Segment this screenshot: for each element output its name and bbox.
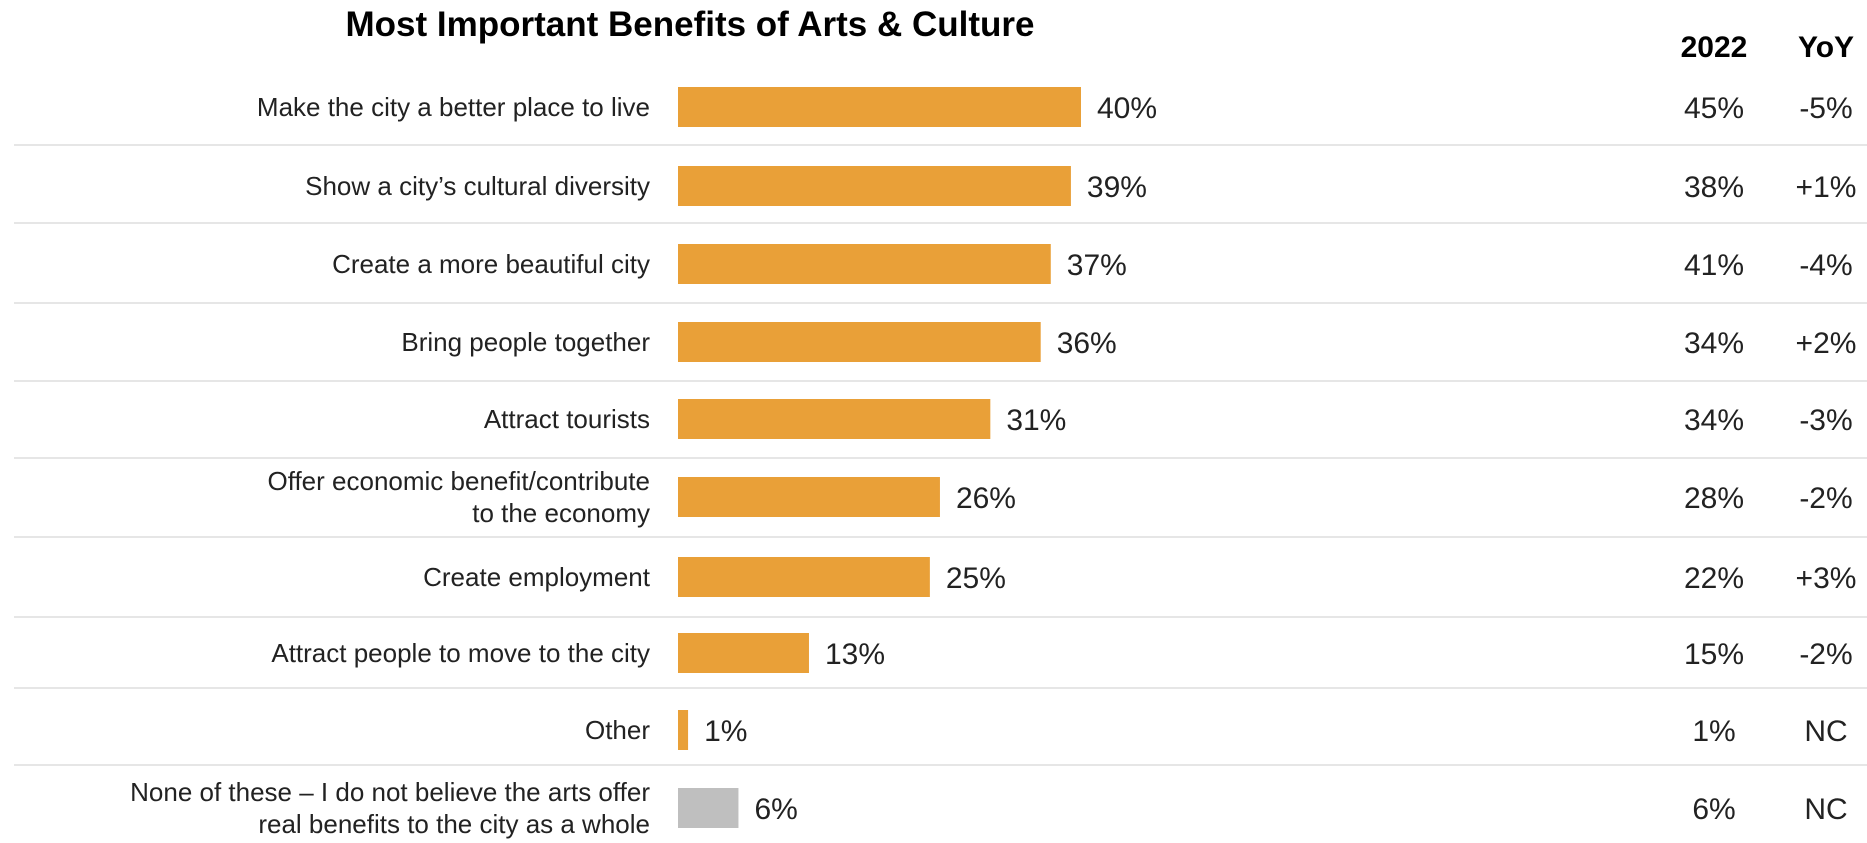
prior-year-value: 6% — [1692, 793, 1735, 826]
prior-year-value: 1% — [1692, 715, 1735, 748]
prior-year-value: 34% — [1684, 327, 1744, 360]
category-label: None of these – I do not believe the art… — [130, 777, 650, 807]
bar — [678, 557, 930, 597]
bar — [678, 87, 1081, 127]
prior-year-value: 41% — [1684, 249, 1744, 282]
chart-rows: Make the city a better place to live 40% 4… — [14, 87, 1867, 839]
bar-value-label: 37% — [1067, 249, 1127, 282]
bar-value-label: 25% — [946, 562, 1006, 595]
yoy-change: -5% — [1799, 92, 1852, 125]
category-label: Show a city’s cultural diversity — [305, 171, 650, 201]
yoy-change: NC — [1804, 793, 1847, 826]
yoy-change: -3% — [1799, 404, 1852, 437]
yoy-change: -4% — [1799, 249, 1852, 282]
bar-value-label: 13% — [825, 638, 885, 671]
chart-title: Most Important Benefits of Arts & Cultur… — [346, 5, 1035, 44]
bar-value-label: 31% — [1006, 404, 1066, 437]
bar — [678, 244, 1051, 284]
yoy-change: +1% — [1796, 171, 1857, 204]
yoy-change: -2% — [1799, 638, 1852, 671]
prior-year-value: 15% — [1684, 638, 1744, 671]
prior-year-value: 22% — [1684, 562, 1744, 595]
column-header-change: YoY — [1798, 31, 1854, 64]
bar-value-label: 40% — [1097, 92, 1157, 125]
category-label: Attract tourists — [484, 404, 650, 434]
column-header-prior: 2022 — [1681, 31, 1748, 64]
yoy-change: +2% — [1796, 327, 1857, 360]
category-label: Make the city a better place to live — [257, 92, 650, 122]
category-label: Other — [585, 715, 650, 745]
bar-value-label: 26% — [956, 482, 1016, 515]
category-label: Bring people together — [401, 327, 650, 357]
yoy-change: +3% — [1796, 562, 1857, 595]
category-label: real benefits to the city as a whole — [258, 809, 650, 839]
category-label: to the economy — [472, 498, 650, 528]
prior-year-value: 34% — [1684, 404, 1744, 437]
bar — [678, 633, 809, 673]
bar — [678, 322, 1041, 362]
category-label: Create employment — [423, 562, 651, 592]
bar-value-label: 1% — [704, 715, 747, 748]
bar — [678, 788, 739, 828]
bar-value-label: 6% — [754, 793, 797, 826]
bar — [678, 399, 991, 439]
category-label: Attract people to move to the city — [271, 638, 650, 668]
bar-value-label: 39% — [1087, 171, 1147, 204]
bar-value-label: 36% — [1057, 327, 1117, 360]
bar — [678, 477, 940, 517]
bar — [678, 710, 689, 750]
category-label: Create a more beautiful city — [332, 249, 650, 279]
yoy-change: -2% — [1799, 482, 1852, 515]
category-label: Offer economic benefit/contribute — [267, 466, 650, 496]
prior-year-value: 38% — [1684, 171, 1744, 204]
prior-year-value: 28% — [1684, 482, 1744, 515]
yoy-change: NC — [1804, 715, 1847, 748]
prior-year-value: 45% — [1684, 92, 1744, 125]
bar — [678, 166, 1071, 206]
